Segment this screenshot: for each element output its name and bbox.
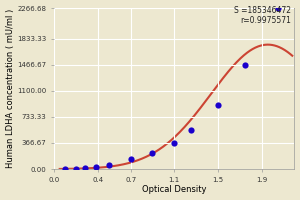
Point bbox=[172, 141, 177, 145]
Point bbox=[74, 167, 79, 170]
Point bbox=[243, 63, 248, 66]
Point bbox=[93, 166, 98, 169]
Text: S =185346472
r=0.9975571: S =185346472 r=0.9975571 bbox=[234, 6, 291, 25]
Point bbox=[82, 167, 87, 170]
Point bbox=[188, 128, 193, 132]
Point bbox=[216, 104, 220, 107]
Point bbox=[150, 151, 155, 154]
Point bbox=[63, 167, 68, 171]
X-axis label: Optical Density: Optical Density bbox=[142, 185, 207, 194]
Point bbox=[276, 6, 280, 10]
Point bbox=[106, 164, 111, 167]
Point bbox=[128, 157, 133, 161]
Y-axis label: Human LDHA concentration ( mU/ml ): Human LDHA concentration ( mU/ml ) bbox=[6, 9, 15, 168]
